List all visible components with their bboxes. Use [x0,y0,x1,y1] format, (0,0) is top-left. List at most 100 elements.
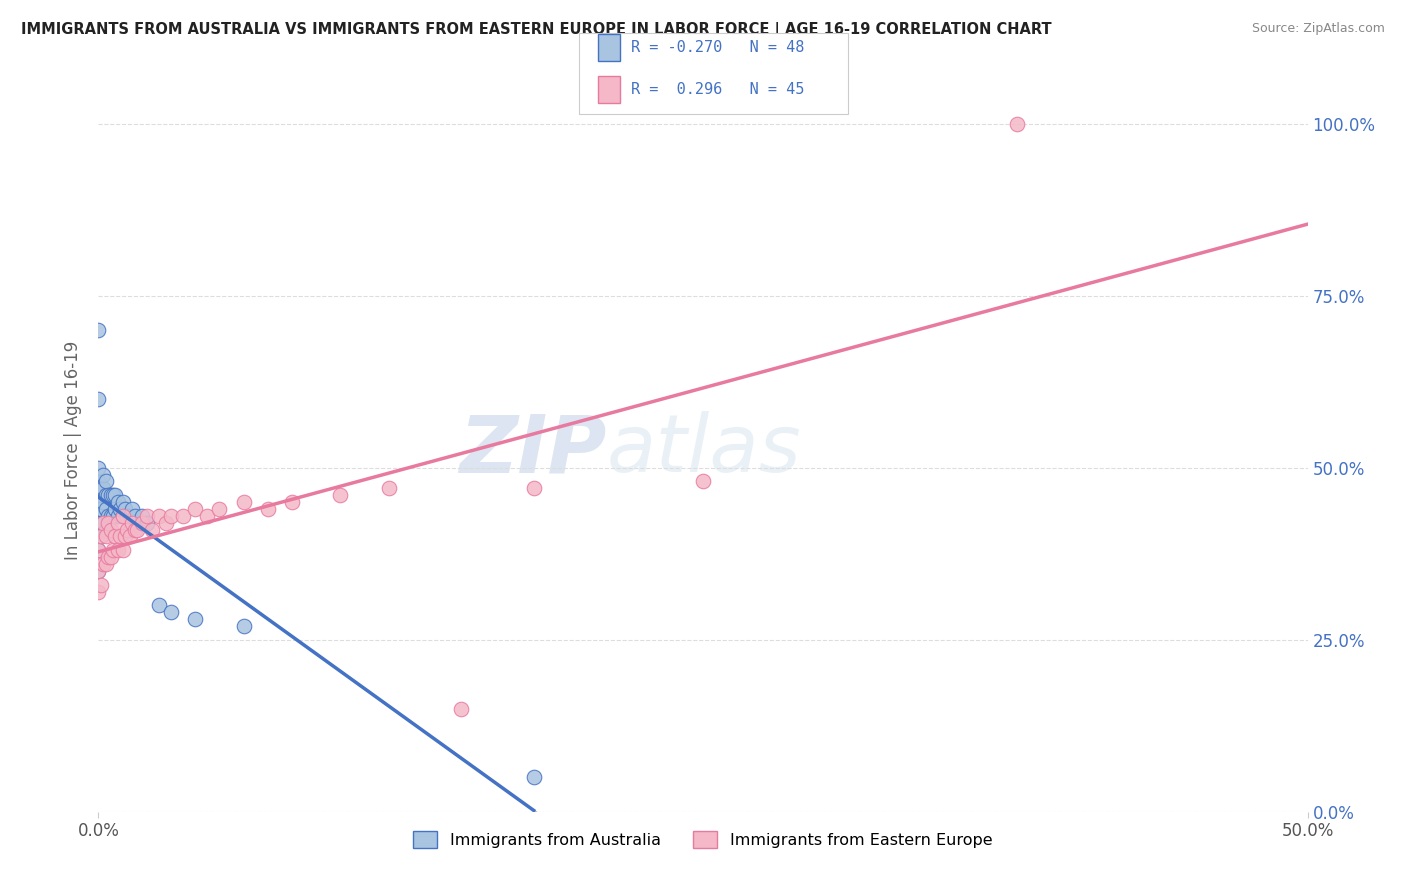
Point [148,599,170,613]
Point [101,488,124,502]
Point [91,516,114,530]
Point [117,508,139,523]
Text: atlas: atlas [606,411,801,490]
Point [160,605,183,619]
Point [90,529,112,543]
Point [90,481,112,495]
Point [111,508,134,523]
Point [172,508,194,523]
Point [523,481,546,495]
Point [377,481,399,495]
Point [184,612,207,626]
Point [94,475,117,489]
Point [97,488,120,502]
Point [107,495,129,509]
Point [135,508,157,523]
Point [97,508,120,523]
Point [118,529,141,543]
Point [90,529,112,543]
Point [87,323,110,337]
Point [87,495,110,509]
Point [121,502,143,516]
Point [131,516,153,530]
Point [87,584,110,599]
Point [148,508,170,523]
Point [155,516,177,530]
Point [91,495,114,509]
Point [450,701,472,715]
Point [87,502,110,516]
Point [114,502,136,516]
Point [91,481,114,495]
Point [100,488,122,502]
Point [108,529,131,543]
Point [208,502,231,516]
Point [87,392,110,406]
Point [87,564,110,578]
Point [97,516,120,530]
Point [127,523,149,537]
Point [90,577,112,591]
Point [184,502,207,516]
Point [160,508,183,523]
Point [100,508,122,523]
Point [111,508,134,523]
Point [101,543,124,558]
Point [87,543,110,558]
Point [91,516,114,530]
Point [114,529,136,543]
Point [94,523,117,537]
Point [104,529,127,543]
Point [232,619,254,633]
Point [1007,117,1029,131]
Text: R =  0.296   N = 45: R = 0.296 N = 45 [631,82,804,96]
Point [523,770,546,784]
Point [232,495,254,509]
Point [107,543,129,558]
Point [195,508,218,523]
Legend: Immigrants from Australia, Immigrants from Eastern Europe: Immigrants from Australia, Immigrants fr… [408,825,998,855]
Point [104,488,127,502]
Point [87,529,110,543]
Point [91,557,114,571]
Text: IMMIGRANTS FROM AUSTRALIA VS IMMIGRANTS FROM EASTERN EUROPE IN LABOR FORCE | AGE: IMMIGRANTS FROM AUSTRALIA VS IMMIGRANTS … [21,22,1052,38]
Point [87,475,110,489]
Point [94,488,117,502]
Point [87,481,110,495]
Point [111,495,134,509]
Point [124,523,146,537]
Point [135,516,157,530]
Point [87,488,110,502]
Point [91,467,114,482]
Text: R = -0.270   N = 48: R = -0.270 N = 48 [631,40,804,54]
Y-axis label: In Labor Force | Age 16-19: In Labor Force | Age 16-19 [65,341,83,560]
Point [108,502,131,516]
Point [87,460,110,475]
Point [107,508,129,523]
Point [329,488,352,502]
Point [117,523,139,537]
Point [692,475,714,489]
Point [141,523,163,537]
Point [94,502,117,516]
Point [124,508,146,523]
Point [87,564,110,578]
Point [100,523,122,537]
Point [118,508,141,523]
Point [281,495,304,509]
Point [104,502,127,516]
Point [111,543,134,558]
Text: ZIP: ZIP [458,411,606,490]
Text: Source: ZipAtlas.com: Source: ZipAtlas.com [1251,22,1385,36]
Point [101,508,124,523]
Point [121,516,143,530]
Point [107,516,129,530]
Point [100,550,122,565]
Point [87,543,110,558]
Point [94,557,117,571]
Point [97,550,120,565]
Point [90,502,112,516]
Point [87,516,110,530]
Point [256,502,278,516]
Point [131,508,153,523]
